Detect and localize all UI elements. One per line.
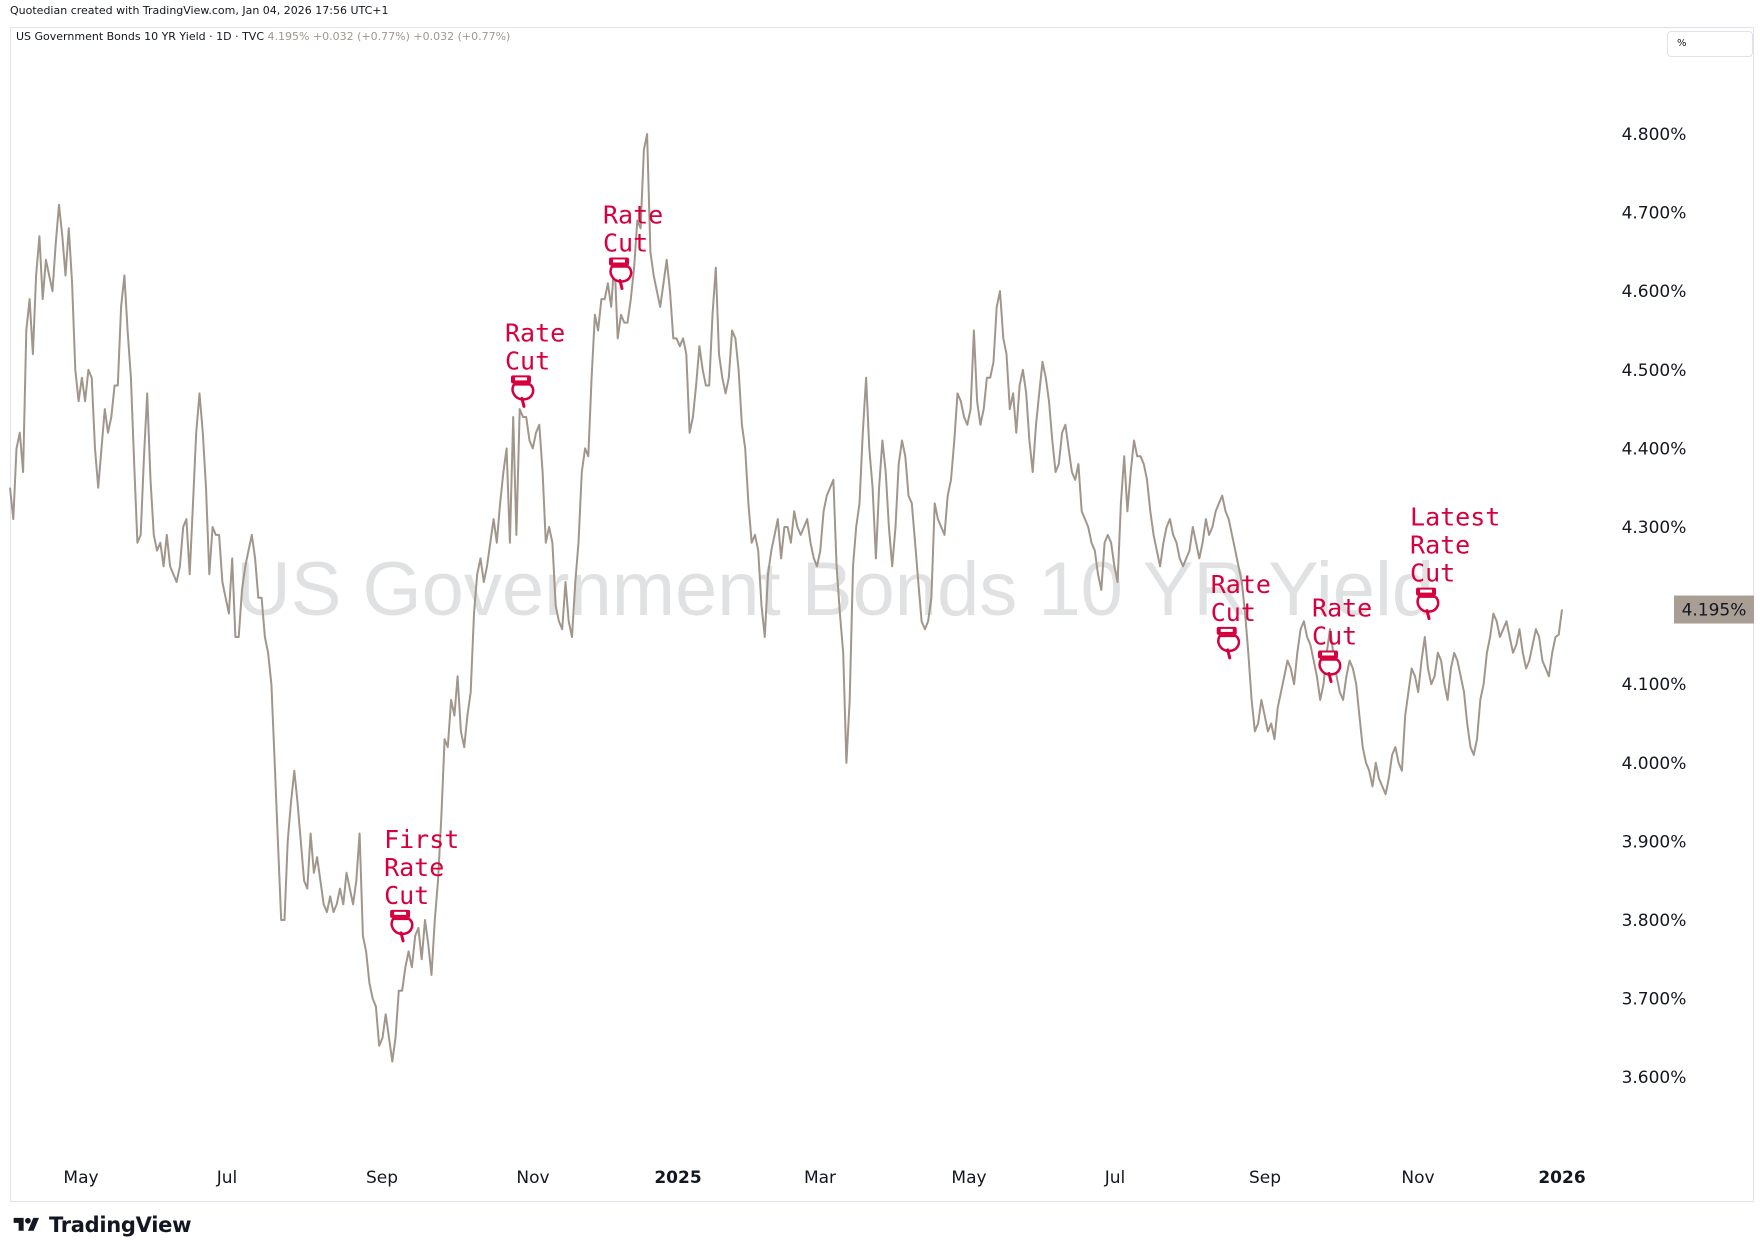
tradingview-brand[interactable]: TradingView [10, 1213, 191, 1237]
pointing-hand-icon [1216, 626, 1241, 660]
chart-legend[interactable]: US Government Bonds 10 YR Yield · 1D · T… [16, 30, 510, 43]
brand-name: TradingView [49, 1213, 192, 1237]
y-tick-label: 3.800% [1622, 911, 1687, 931]
x-tick-label: 2026 [1538, 1168, 1585, 1188]
pointing-hand-palm [1416, 595, 1440, 613]
annotation-text-line: Cut [1410, 559, 1455, 588]
x-tick-label: Jul [216, 1168, 238, 1188]
last-price-tag: 4.195% [1674, 595, 1754, 624]
price-axis[interactable]: 4.800% 4.700% 4.600% 4.500% 4.400% 4.300% 4.10… [1622, 125, 1687, 1088]
last-price-tag-bg [1674, 595, 1754, 624]
pointing-hand-finger [618, 278, 624, 290]
pointing-hand-finger [520, 396, 526, 408]
pointing-hand-cuff-band [1322, 652, 1335, 656]
pointing-hand-palm [1318, 658, 1342, 676]
pointing-hand-palm [511, 383, 535, 401]
line-layer [9, 133, 1563, 1063]
annotation-text-line: Rate [603, 200, 663, 229]
y-tick-label: 3.700% [1622, 990, 1687, 1010]
x-tick-label: Jul [1104, 1168, 1126, 1188]
pointing-hand-cuff-band [612, 259, 625, 263]
annotation-text-line: Cut [505, 346, 550, 375]
tradingview-logo-icon [13, 1217, 39, 1231]
y-tick-label: 3.600% [1622, 1068, 1687, 1088]
y-tick-label: 4.000% [1622, 754, 1687, 774]
annotation-text-line: Rate [1312, 593, 1372, 622]
y-tick-label: 4.300% [1622, 518, 1687, 538]
pointing-hand-cuff-band [1220, 628, 1233, 632]
chart-credit: Quotedian created with TradingView.com, … [10, 4, 389, 17]
pointing-hand-finger [1226, 648, 1232, 660]
y-tick-label: 3.900% [1622, 832, 1687, 852]
y-tick-label: 4.400% [1622, 439, 1687, 459]
y-tick-label: 4.800% [1622, 125, 1687, 145]
x-tick-label: Nov [1401, 1168, 1434, 1188]
pointing-hand-cuff-band [394, 911, 407, 915]
pointing-hand-icon [510, 375, 535, 408]
price-scale-unit-button[interactable]: % [1667, 31, 1753, 57]
pointing-hand-palm [1216, 634, 1241, 653]
x-tick-label: Sep [1249, 1168, 1281, 1188]
x-tick-label: Nov [516, 1168, 549, 1188]
annotation-text-line: Cut [384, 881, 429, 910]
pointing-hand-icon [1318, 650, 1342, 683]
y-tick-label: 4.600% [1622, 282, 1687, 302]
time-axis[interactable]: May Jul Sep Nov 2025 Mar May Jul Sep Nov 2026 [63, 1168, 1585, 1188]
pointing-hand-finger [1425, 609, 1431, 621]
y-tick-label: 4.700% [1622, 204, 1687, 224]
annotation-text-line: Rate [1211, 570, 1271, 599]
pointing-hand-cuff-band [1420, 589, 1433, 593]
pointing-hand-icon [608, 257, 633, 290]
y-tick-label: 4.500% [1622, 361, 1687, 381]
pointing-hand-icon [1416, 587, 1440, 621]
annotation-text-line: Latest [1410, 503, 1500, 532]
chart-watermark: US Government Bonds 10 YR Yield [236, 547, 1434, 632]
last-price-tag-label: 4.195% [1682, 601, 1747, 621]
x-tick-label: May [951, 1168, 986, 1188]
pointing-hand-cuff-band [514, 377, 527, 381]
annotation-text-line: Rate [384, 853, 444, 882]
unit-label: % [1677, 38, 1687, 49]
pointing-hand-palm [390, 917, 414, 936]
y-tick-label: 4.100% [1622, 675, 1687, 695]
legend-symbol: US Government Bonds 10 YR Yield · 1D · T… [16, 30, 264, 43]
x-tick-label: Sep [366, 1168, 398, 1188]
legend-values: 4.195% +0.032 (+0.77%) +0.032 (+0.77%) [267, 30, 511, 43]
annotation-text-line: First [384, 825, 459, 854]
yield-series-line [9, 133, 1563, 1063]
x-tick-label: 2025 [654, 1168, 701, 1188]
annotation-text-line: Rate [1410, 531, 1470, 560]
annotation-text-line: Cut [1312, 621, 1357, 650]
x-tick-label: May [63, 1168, 98, 1188]
pointing-hand-icon [390, 909, 414, 943]
pointing-hand-finger [399, 931, 405, 943]
annotation-text-line: Cut [603, 228, 648, 257]
pointing-hand-palm [609, 265, 633, 283]
x-tick-label: Mar [804, 1168, 836, 1188]
annotation-text-line: Cut [1211, 598, 1256, 627]
annotation-text-line: Rate [505, 318, 565, 347]
pointing-hand-finger [1327, 671, 1333, 683]
